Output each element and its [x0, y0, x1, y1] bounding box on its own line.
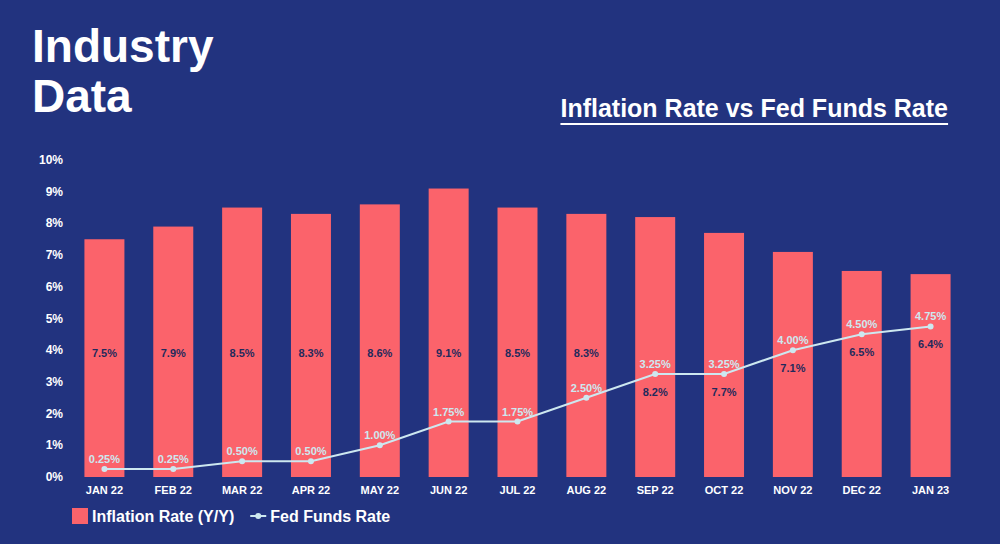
line-label: 0.25%	[89, 453, 120, 465]
y-tick-label: 1%	[46, 438, 64, 452]
line-label: 0.25%	[158, 453, 189, 465]
background	[0, 0, 1000, 544]
bar	[360, 204, 400, 477]
x-tick-label: FEB 22	[155, 484, 192, 496]
y-tick-label: 7%	[46, 248, 64, 262]
y-tick-label: 10%	[39, 153, 63, 167]
bar-label: 8.3%	[298, 347, 323, 359]
line-label: 0.50%	[295, 445, 326, 457]
bar-label: 8.5%	[230, 347, 255, 359]
line-label: 4.50%	[846, 318, 877, 330]
chart: IndustryData Inflation Rate vs Fed Funds …	[0, 0, 1000, 544]
line-marker	[790, 347, 796, 353]
legend-label: Fed Funds Rate	[270, 508, 390, 525]
bar	[429, 189, 469, 477]
line-label: 2.50%	[571, 382, 602, 394]
legend-key-marker	[255, 513, 261, 519]
line-label: 1.75%	[502, 406, 533, 418]
line-marker	[101, 466, 107, 472]
bar	[704, 233, 744, 477]
marks	[84, 189, 950, 477]
y-tick-label: 4%	[46, 343, 64, 357]
line-marker	[583, 395, 589, 401]
legend-label: Inflation Rate (Y/Y)	[92, 508, 234, 525]
subtitle-underline	[560, 123, 948, 125]
bar	[911, 274, 951, 477]
bar-label: 8.2%	[643, 386, 668, 398]
bar-label: 7.1%	[780, 362, 805, 374]
legend-key	[72, 508, 88, 524]
x-tick-label: APR 22	[292, 484, 331, 496]
x-tick-label: JUN 22	[430, 484, 467, 496]
x-tick-label: NOV 22	[773, 484, 812, 496]
title-line: Data	[32, 70, 132, 122]
y-tick-label: 3%	[46, 375, 64, 389]
bar	[153, 227, 193, 477]
x-tick-label: JAN 22	[86, 484, 123, 496]
line-marker	[859, 331, 865, 337]
bar-label: 7.9%	[161, 347, 186, 359]
bar	[291, 214, 331, 477]
line-label: 4.75%	[915, 310, 946, 322]
x-tick-label: SEP 22	[637, 484, 674, 496]
subtitle: Inflation Rate vs Fed Funds Rate	[560, 94, 948, 122]
bar	[842, 271, 882, 477]
line-marker	[515, 419, 521, 425]
bar-label: 8.6%	[367, 347, 392, 359]
line	[104, 326, 930, 469]
bar-label: 7.5%	[92, 347, 117, 359]
line-marker	[928, 323, 934, 329]
line-label: 3.25%	[640, 358, 671, 370]
y-tick-label: 2%	[46, 407, 64, 421]
bar	[222, 208, 262, 477]
x-tick-label: JUL 22	[500, 484, 536, 496]
line-marker	[308, 458, 314, 464]
y-tick-label: 5%	[46, 312, 64, 326]
y-tick-label: 9%	[46, 185, 64, 199]
bar-label: 6.5%	[849, 346, 874, 358]
bar	[635, 217, 675, 477]
y-tick-label: 0%	[46, 470, 64, 484]
line-label: 3.25%	[708, 358, 739, 370]
x-tick-label: AUG 22	[566, 484, 606, 496]
line-label: 0.50%	[227, 445, 258, 457]
bar	[84, 239, 124, 477]
line-label: 4.00%	[777, 334, 808, 346]
bar	[498, 208, 538, 477]
bar-label: 6.4%	[918, 338, 943, 350]
data-labels: 7.5% 7.9% 8.5% 8.3% 8.6% 9.1% 8.5% 8.3% 8.2% 7.7%…	[89, 310, 947, 465]
x-tick-label: DEC 22	[842, 484, 881, 496]
title-line: Industry	[32, 20, 214, 72]
bar-label: 8.5%	[505, 347, 530, 359]
line-marker	[170, 466, 176, 472]
y-tick-label: 6%	[46, 280, 64, 294]
bar-label: 7.7%	[711, 386, 736, 398]
bar	[773, 252, 813, 477]
line-label: 1.00%	[364, 429, 395, 441]
bar-label: 9.1%	[436, 347, 461, 359]
x-tick-label: OCT 22	[705, 484, 744, 496]
x-tick-label: MAR 22	[222, 484, 262, 496]
title: IndustryData	[32, 20, 214, 122]
line-marker	[377, 442, 383, 448]
bar-label: 8.3%	[574, 347, 599, 359]
x-tick-label: MAY 22	[361, 484, 400, 496]
line-marker	[239, 458, 245, 464]
bar	[566, 214, 606, 477]
y-tick-label: 8%	[46, 216, 64, 230]
line-marker	[652, 371, 658, 377]
line-marker	[721, 371, 727, 377]
line-label: 1.75%	[433, 406, 464, 418]
line-marker	[446, 419, 452, 425]
x-tick-label: JAN 23	[912, 484, 949, 496]
